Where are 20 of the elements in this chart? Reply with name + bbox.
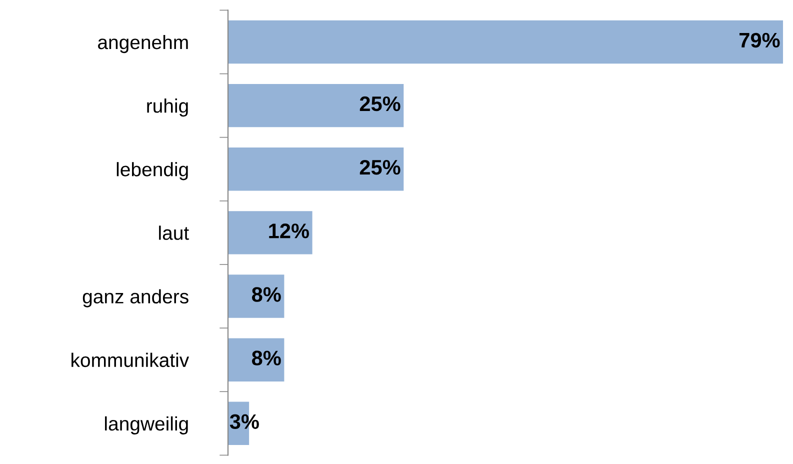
y-tick-label: ganz anders xyxy=(82,289,188,308)
data-label: 25% xyxy=(360,96,400,112)
y-tick-label: lebendig xyxy=(116,162,188,180)
y-tick-label: kommunikativ xyxy=(72,352,190,368)
bar xyxy=(228,211,312,254)
bar xyxy=(228,84,404,128)
y-tick-label: laut xyxy=(159,226,189,240)
y-tick-label: ruhig xyxy=(147,98,188,117)
bar xyxy=(228,20,784,64)
data-label: 25% xyxy=(360,160,400,175)
bar xyxy=(228,274,284,318)
data-label: 8% xyxy=(252,287,281,302)
data-label: 12% xyxy=(269,224,309,238)
data-label: 79% xyxy=(740,32,780,48)
y-tick-label: angenehm xyxy=(98,34,188,54)
data-label: 3% xyxy=(230,414,259,430)
bar xyxy=(228,148,404,191)
data-label: 8% xyxy=(252,350,281,366)
y-tick-label: langweilig xyxy=(105,416,188,434)
bar xyxy=(228,338,284,382)
